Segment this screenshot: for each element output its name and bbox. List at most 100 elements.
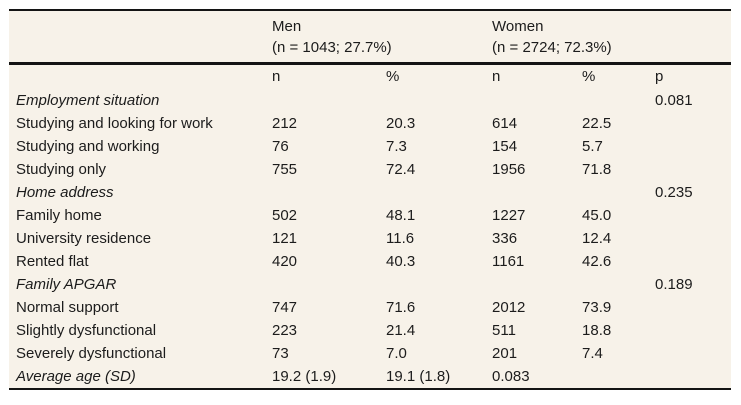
group-header-row: Men (n = 1043; 27.7%) Women (n = 2724; 7… [9,11,732,65]
row-label: Family home [16,207,102,224]
cell-p [655,319,731,342]
cell-women-n: 201 [492,345,518,362]
column-header-men-pct: % [386,68,400,85]
cell-p [655,296,731,319]
table-row: Studying and working 76 7.3 154 5.7 [9,135,731,158]
cell-men-pct: 40.3 [386,253,416,270]
cell-women-pct: 73.9 [582,299,612,316]
cell-men-pct: 72.4 [386,161,416,178]
cell-women-n: 614 [492,115,518,132]
column-header-women-n: n [492,68,501,85]
column-header-row: n % n % p [9,64,731,90]
cell-women-pct [582,89,655,112]
cell-women-n: 2012 [492,299,526,316]
cell-women-pct: 42.6 [582,253,612,270]
cell-women-pct: 45.0 [582,207,612,224]
women-group-subtitle: (n = 2724; 72.3%) [492,39,612,56]
table-row: University residence 121 11.6 336 12.4 [9,227,731,250]
cell-women-pct [582,181,655,204]
cell-p [655,204,731,227]
cell-men-n: 73 [272,345,289,362]
men-group-label: Men [272,18,302,35]
column-header-stub [9,64,272,90]
table-row: Normal support 747 71.6 2012 73.9 [9,296,731,319]
cell-women-pct [582,273,655,296]
cell-women-pct: 18.8 [582,322,612,339]
men-group-subtitle: (n = 1043; 27.7%) [272,39,392,56]
cell-p: 0.189 [655,276,693,293]
cell-men-n [272,89,386,112]
cell-women-pct: 12.4 [582,230,612,247]
cell-men-pct: 19.1 (1.8) [386,368,451,385]
table-row: Average age (SD) 19.2 (1.9) 19.1 (1.8) 0… [9,365,731,388]
cell-men-pct: 71.6 [386,299,416,316]
cell-women-pct: 7.4 [582,345,603,362]
table-row: Slightly dysfunctional 223 21.4 511 18.8 [9,319,731,342]
cell-women-n: 511 [492,322,516,339]
cell-men-pct [386,273,492,296]
table-row: Rented flat 420 40.3 1161 42.6 [9,250,731,273]
table-row: Studying only 755 72.4 1956 71.8 [9,158,731,181]
cell-p [655,365,731,388]
table-row: Home address 0.235 [9,181,731,204]
row-label: Normal support [16,299,119,316]
cell-men-n: 212 [272,115,298,132]
cell-p [655,158,731,181]
cell-men-n [272,273,386,296]
demographics-table: Men (n = 1043; 27.7%) Women (n = 2724; 7… [9,9,732,390]
cell-men-pct: 20.3 [386,115,416,132]
cell-women-n: 1161 [492,253,525,270]
table-row: Family home 502 48.1 1227 45.0 [9,204,731,227]
group-header-men: Men (n = 1043; 27.7%) [272,11,493,65]
cell-men-n: 76 [272,138,289,155]
group-header-stub [9,11,272,65]
cell-women-pct: 5.7 [582,138,603,155]
row-label: Studying and working [16,138,160,155]
row-label: Severely dysfunctional [16,345,167,362]
row-label: University residence [16,230,152,247]
cell-men-pct: 21.4 [386,322,416,339]
column-header-men-n: n [272,68,281,85]
row-label: Studying only [16,161,107,178]
cell-women-n: 0.083 [492,368,530,385]
cell-women-n [492,273,582,296]
cell-p [655,227,731,250]
row-label: Family APGAR [16,276,117,293]
cell-women-pct [582,365,655,388]
cell-men-pct: 7.0 [386,345,407,362]
row-label: Average age (SD) [16,368,136,385]
row-label: Rented flat [16,253,89,270]
cell-men-n: 19.2 (1.9) [272,368,337,385]
cell-men-n: 755 [272,161,298,178]
cell-p [655,342,731,365]
cell-women-pct: 71.8 [582,161,612,178]
column-header-women-pct: % [582,68,596,85]
table-row: Family APGAR 0.189 [9,273,731,296]
cell-men-pct: 11.6 [386,230,415,247]
cell-men-n: 223 [272,322,298,339]
statistics-table: Men (n = 1043; 27.7%) Women (n = 2724; 7… [9,11,732,388]
cell-men-n [272,181,386,204]
cell-men-pct [386,89,492,112]
column-header-p: p [655,68,664,85]
row-label: Employment situation [16,92,160,109]
cell-men-pct [386,181,492,204]
cell-men-n: 121 [272,230,298,247]
cell-men-n: 420 [272,253,298,270]
group-header-p-spacer [655,11,732,65]
cell-p: 0.235 [655,184,693,201]
row-label: Studying and looking for work [16,115,213,132]
cell-p [655,112,731,135]
cell-men-pct: 48.1 [386,207,416,224]
cell-women-n: 1227 [492,207,526,224]
table-row: Severely dysfunctional 73 7.0 201 7.4 [9,342,731,365]
women-group-label: Women [492,18,544,35]
cell-women-n: 336 [492,230,518,247]
cell-men-pct: 7.3 [386,138,407,155]
group-header-women: Women (n = 2724; 72.3%) [492,11,656,65]
cell-women-n [492,89,582,112]
cell-women-pct: 22.5 [582,115,612,132]
cell-p [655,250,731,273]
cell-men-n: 747 [272,299,298,316]
cell-women-n [492,181,582,204]
